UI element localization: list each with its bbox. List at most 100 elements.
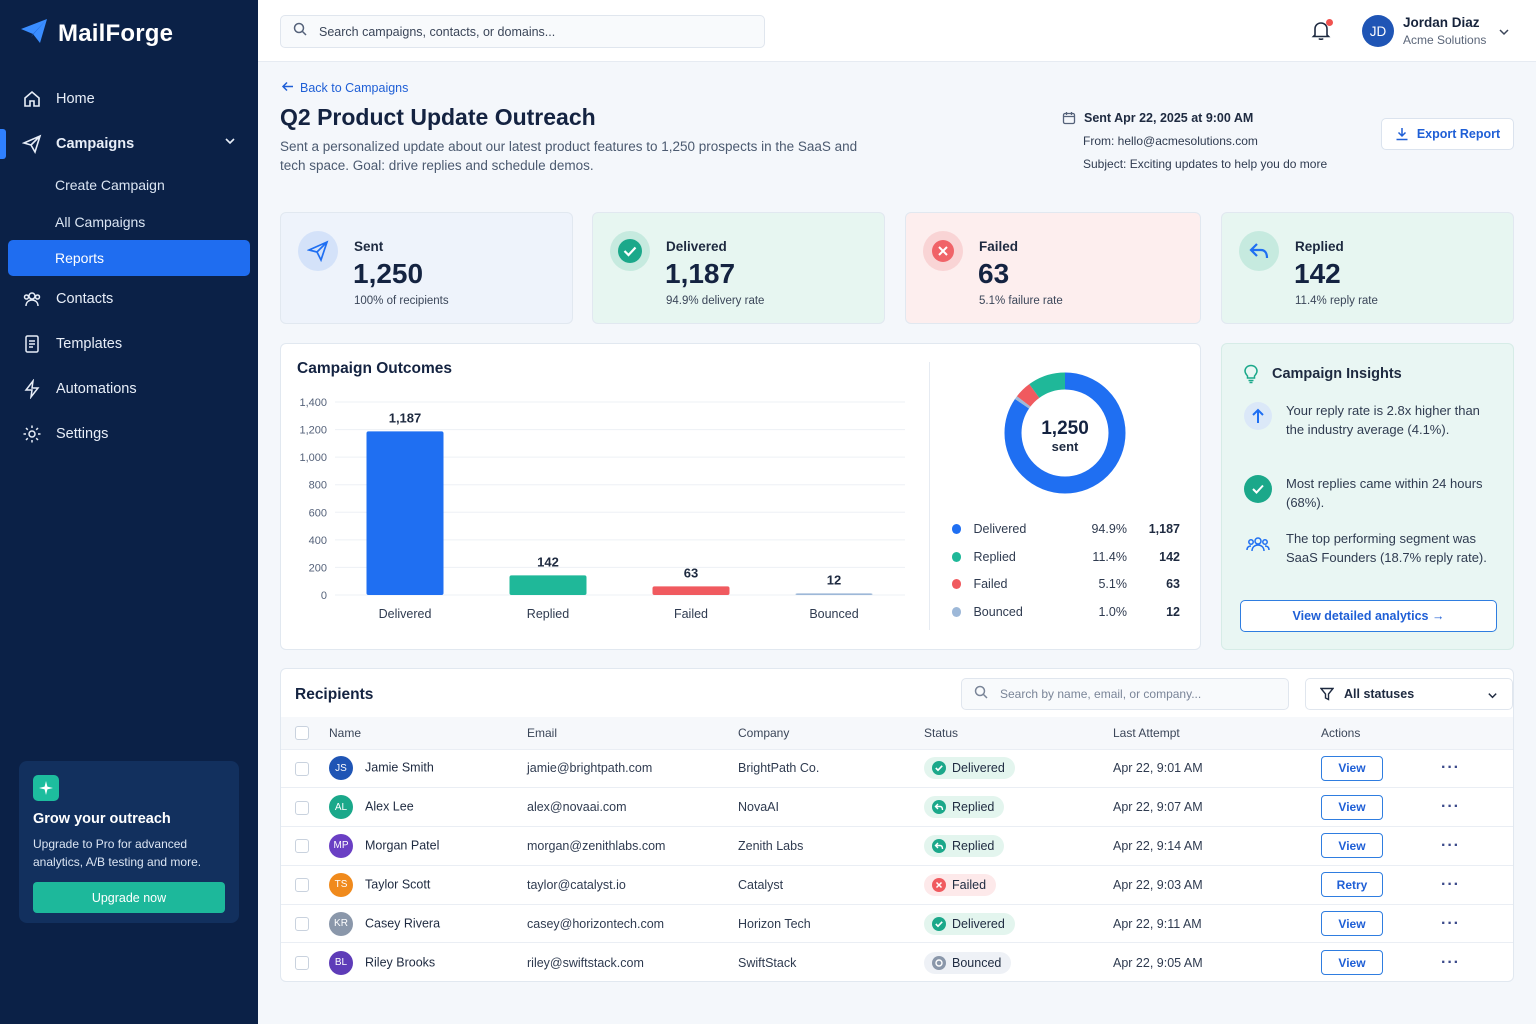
notification-bell-icon[interactable] (1310, 19, 1332, 46)
upgrade-now-button[interactable]: Upgrade now (33, 882, 225, 913)
table-row[interactable]: TS Taylor Scott taylor@catalyst.io Catalyst… (281, 865, 1513, 904)
recipient-email: taylor@catalyst.io (527, 877, 626, 892)
recipient-company: BrightPath Co. (738, 761, 820, 776)
stat-label: Replied (1295, 239, 1344, 254)
sidebar-item-settings[interactable]: Settings (0, 411, 258, 456)
back-to-campaigns-link[interactable]: Back to Campaigns (281, 80, 408, 96)
sidebar-item-home[interactable]: Home (0, 76, 258, 121)
row-checkbox[interactable] (295, 839, 309, 854)
row-checkbox[interactable] (295, 800, 309, 815)
status-badge: Delivered (924, 757, 1015, 780)
avatar: TS (329, 872, 353, 897)
sidebar-item-label: Settings (56, 425, 109, 442)
sidebar-item-campaigns[interactable]: Campaigns (0, 121, 258, 166)
row-action-button[interactable]: View (1321, 755, 1383, 781)
avatar: BL (329, 950, 353, 975)
search-icon (974, 685, 988, 704)
stat-card-delivered: Delivered 1,187 94.9% delivery rate (592, 212, 885, 324)
sidebar-item-automations[interactable]: Automations (0, 366, 258, 411)
legend-count: 142 (1159, 549, 1180, 564)
more-options-icon[interactable]: ··· (1441, 914, 1460, 932)
avatar: JS (329, 756, 353, 781)
user-avatar[interactable]: JD (1362, 15, 1394, 47)
column-header[interactable]: Last Attempt (1113, 725, 1180, 740)
row-checkbox[interactable] (295, 916, 309, 931)
row-action-button[interactable]: View (1321, 794, 1383, 820)
topbar: JD Jordan Diaz Acme Solutions (258, 0, 1536, 62)
y-tick-label: 600 (309, 507, 327, 519)
bar-replied (509, 575, 587, 595)
sidebar-item-contacts[interactable]: Contacts (0, 276, 258, 321)
stat-label: Failed (979, 239, 1019, 254)
last-attempt: Apr 22, 9:14 AM (1113, 838, 1203, 853)
table-row[interactable]: BL Riley Brooks riley@swiftstack.com SwiftS… (281, 942, 1513, 982)
select-all-checkbox[interactable] (295, 726, 309, 741)
y-tick-label: 1,200 (299, 425, 327, 437)
chevron-down-icon[interactable] (1498, 25, 1510, 43)
row-checkbox[interactable] (295, 878, 309, 893)
recipient-search[interactable] (961, 678, 1289, 710)
row-checkbox[interactable] (295, 955, 309, 970)
avatar: KR (329, 911, 353, 936)
sidebar-subitem-label: Create Campaign (55, 176, 165, 193)
x-circle-icon (932, 877, 946, 892)
bounce-icon (932, 955, 946, 970)
sidebar-item-templates[interactable]: Templates (0, 321, 258, 366)
table-row[interactable]: KR Casey Rivera casey@horizontech.com Horiz… (281, 904, 1513, 943)
sidebar-item-label: Home (56, 90, 95, 107)
chevron-down-icon (1487, 690, 1498, 704)
recipient-email: morgan@zenithlabs.com (527, 838, 666, 853)
last-attempt: Apr 22, 9:11 AM (1113, 916, 1202, 931)
legend-row-replied: Replied 11.4% 142 (952, 543, 1180, 571)
row-action-button[interactable]: Retry (1321, 872, 1383, 898)
bar-bounced (795, 593, 873, 595)
last-attempt: Apr 22, 9:03 AM (1113, 877, 1203, 892)
user-name[interactable]: Jordan Diaz (1403, 15, 1480, 30)
column-header[interactable]: Email (527, 725, 558, 740)
table-row[interactable]: JS Jamie Smith jamie@brightpath.com BrightP… (281, 749, 1513, 788)
row-action-button[interactable]: View (1321, 833, 1383, 859)
row-action-button[interactable]: View (1321, 911, 1383, 937)
subject-line: Subject: Exciting updates to help you do… (1083, 156, 1328, 171)
view-detailed-analytics-button[interactable]: View detailed analytics → (1240, 600, 1497, 632)
recipient-name: Morgan Patel (365, 838, 440, 853)
status-label: Replied (952, 800, 995, 815)
table-row[interactable]: AL Alex Lee alex@novaai.com NovaAI Replied Ap… (281, 787, 1513, 827)
more-options-icon[interactable]: ··· (1441, 953, 1460, 971)
donut-center-label: sent (1052, 439, 1079, 454)
global-search[interactable] (280, 15, 765, 48)
global-search-input[interactable] (319, 24, 739, 39)
column-header[interactable]: Name (329, 725, 362, 740)
row-checkbox[interactable] (295, 761, 309, 776)
brand[interactable]: MailForge (20, 18, 173, 49)
send-icon (298, 231, 338, 271)
sidebar-subitem-reports[interactable]: Reports (8, 240, 250, 276)
sidebar-subitem-create-campaign[interactable]: Create Campaign (0, 166, 258, 203)
recipients-panel: Recipients All statuses Name Email Compa… (280, 668, 1514, 982)
send-icon (22, 134, 42, 154)
recipient-email: alex@novaai.com (527, 800, 627, 815)
export-report-button[interactable]: Export Report (1381, 118, 1514, 150)
x-tick-label: Bounced (809, 607, 858, 621)
x-circle-icon (923, 231, 963, 271)
column-header[interactable]: Status (924, 725, 959, 740)
chevron-down-icon[interactable] (224, 135, 236, 151)
recipient-name: Casey Rivera (365, 915, 441, 930)
more-options-icon[interactable]: ··· (1441, 875, 1460, 893)
status-filter-dropdown[interactable]: All statuses (1305, 678, 1513, 710)
sidebar-subitem-all-campaigns[interactable]: All Campaigns (0, 203, 258, 240)
page-title: Q2 Product Update Outreach (280, 104, 596, 130)
legend-count: 1,187 (1148, 521, 1180, 536)
row-action-button[interactable]: View (1321, 950, 1383, 976)
stat-label: Delivered (666, 239, 727, 254)
y-tick-label: 0 (321, 590, 327, 602)
stat-card-sent: Sent 1,250 100% of recipients (280, 212, 573, 324)
recipients-title: Recipients (295, 686, 374, 703)
more-options-icon[interactable]: ··· (1441, 798, 1460, 816)
recipient-search-input[interactable] (1000, 687, 1280, 701)
table-row[interactable]: MP Morgan Patel morgan@zenithlabs.com Zenit… (281, 826, 1513, 866)
recipient-company: Catalyst (738, 877, 784, 892)
more-options-icon[interactable]: ··· (1441, 759, 1460, 777)
more-options-icon[interactable]: ··· (1441, 836, 1460, 854)
column-header[interactable]: Company (738, 725, 790, 740)
